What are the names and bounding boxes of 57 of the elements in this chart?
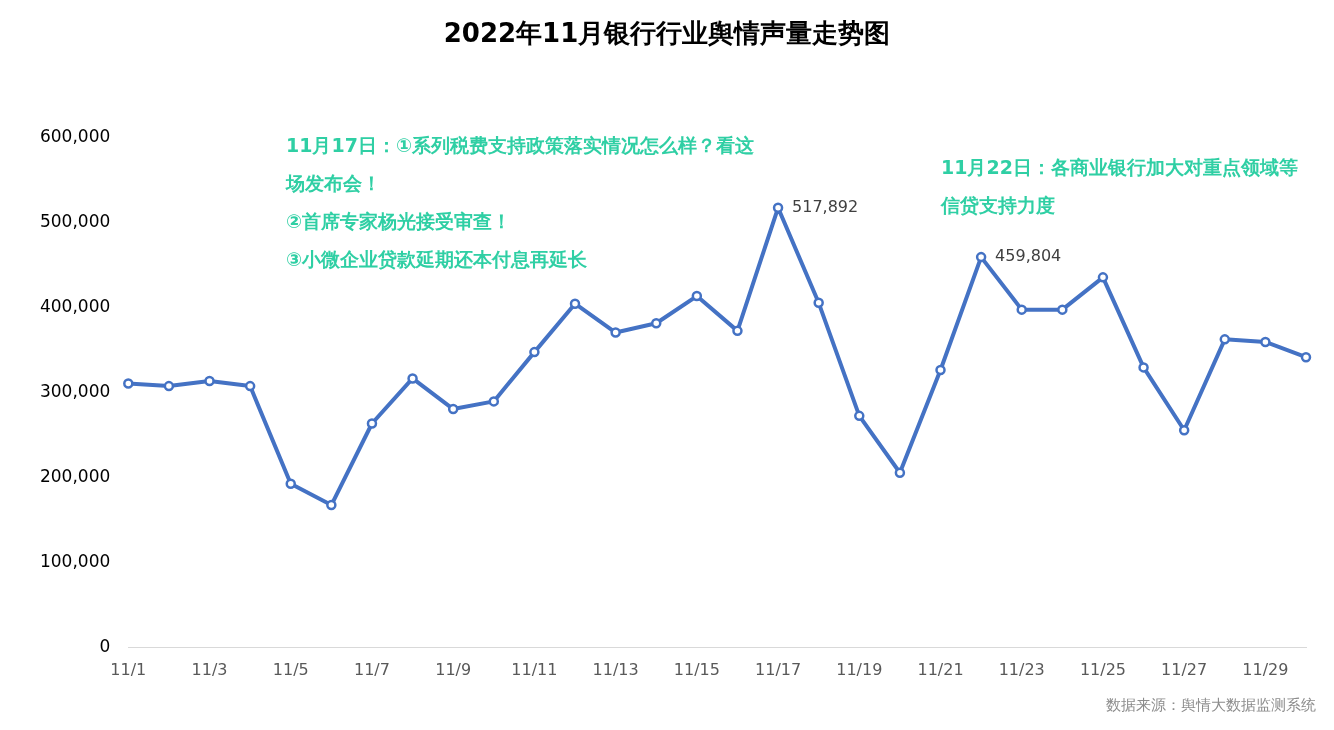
point [1057,304,1068,315]
point [975,251,987,263]
point [1097,272,1109,283]
point [813,297,824,309]
x-tick-label: 11/11 [511,659,558,679]
annotation: 11月22日：各商业银行加大对重点领域等信贷支持力度 [941,155,1299,218]
y-tick-label: 500,000 [39,211,111,232]
point [854,410,865,422]
point [244,380,256,392]
y-tick-label: 200,000 [39,466,111,487]
x-tick-label: 11/9 [435,659,472,679]
point [1138,362,1149,373]
x-tick-label: 11/15 [673,659,720,679]
x-tick-label: 11/27 [1161,659,1208,679]
point [326,499,337,511]
x-tick-label: 11/1 [110,659,147,679]
point [529,346,540,358]
point [366,418,378,429]
x-tick-label: 11/21 [917,659,964,679]
point [732,325,743,337]
x-tick-label: 11/5 [272,659,309,679]
x-tick-label: 11/29 [1242,659,1289,679]
y-tick-label: 400,000 [39,296,111,317]
x-tick-label: 11/23 [998,659,1045,679]
point [163,380,175,392]
point [1219,334,1231,345]
source-note: 数据来源：舆情大数据监测系统 [1106,696,1316,715]
annotation: 11月17日：①系列税费支持政策落实情况怎么样？看这场发布会！ ②首席专家杨光接受审查！ ③小微企业贷款延期还本付息再延长 [286,133,755,272]
x-tick-label: 11/17 [755,659,802,679]
point [204,375,215,387]
point [1178,425,1190,436]
data-label: 459,804 [995,246,1062,266]
point [123,378,134,389]
x-tick-label: 11/3 [191,659,228,679]
chart-title: 2022年11月银行行业舆情声量走势图 [442,17,892,50]
x-tick-label: 11/25 [1079,659,1126,679]
y-tick-label: 100,000 [39,551,111,572]
point [691,290,703,302]
y-tick-label: 300,000 [39,381,111,402]
point [894,467,906,479]
point [650,317,662,329]
y-tick-label: 600,000 [39,126,111,147]
x-tick-label: 11/7 [353,659,390,679]
point [285,478,296,490]
y-tick-label: 0 [99,636,111,657]
point [488,396,500,407]
point [447,403,459,415]
data-label: 517,892 [792,196,859,216]
x-tick-label: 11/19 [836,659,883,679]
point [935,364,946,376]
point [407,373,418,384]
point [610,327,621,338]
point [1260,336,1271,348]
point [1300,351,1312,363]
x-tick-label: 11/13 [592,659,639,679]
point [1016,304,1027,315]
point [569,298,581,309]
